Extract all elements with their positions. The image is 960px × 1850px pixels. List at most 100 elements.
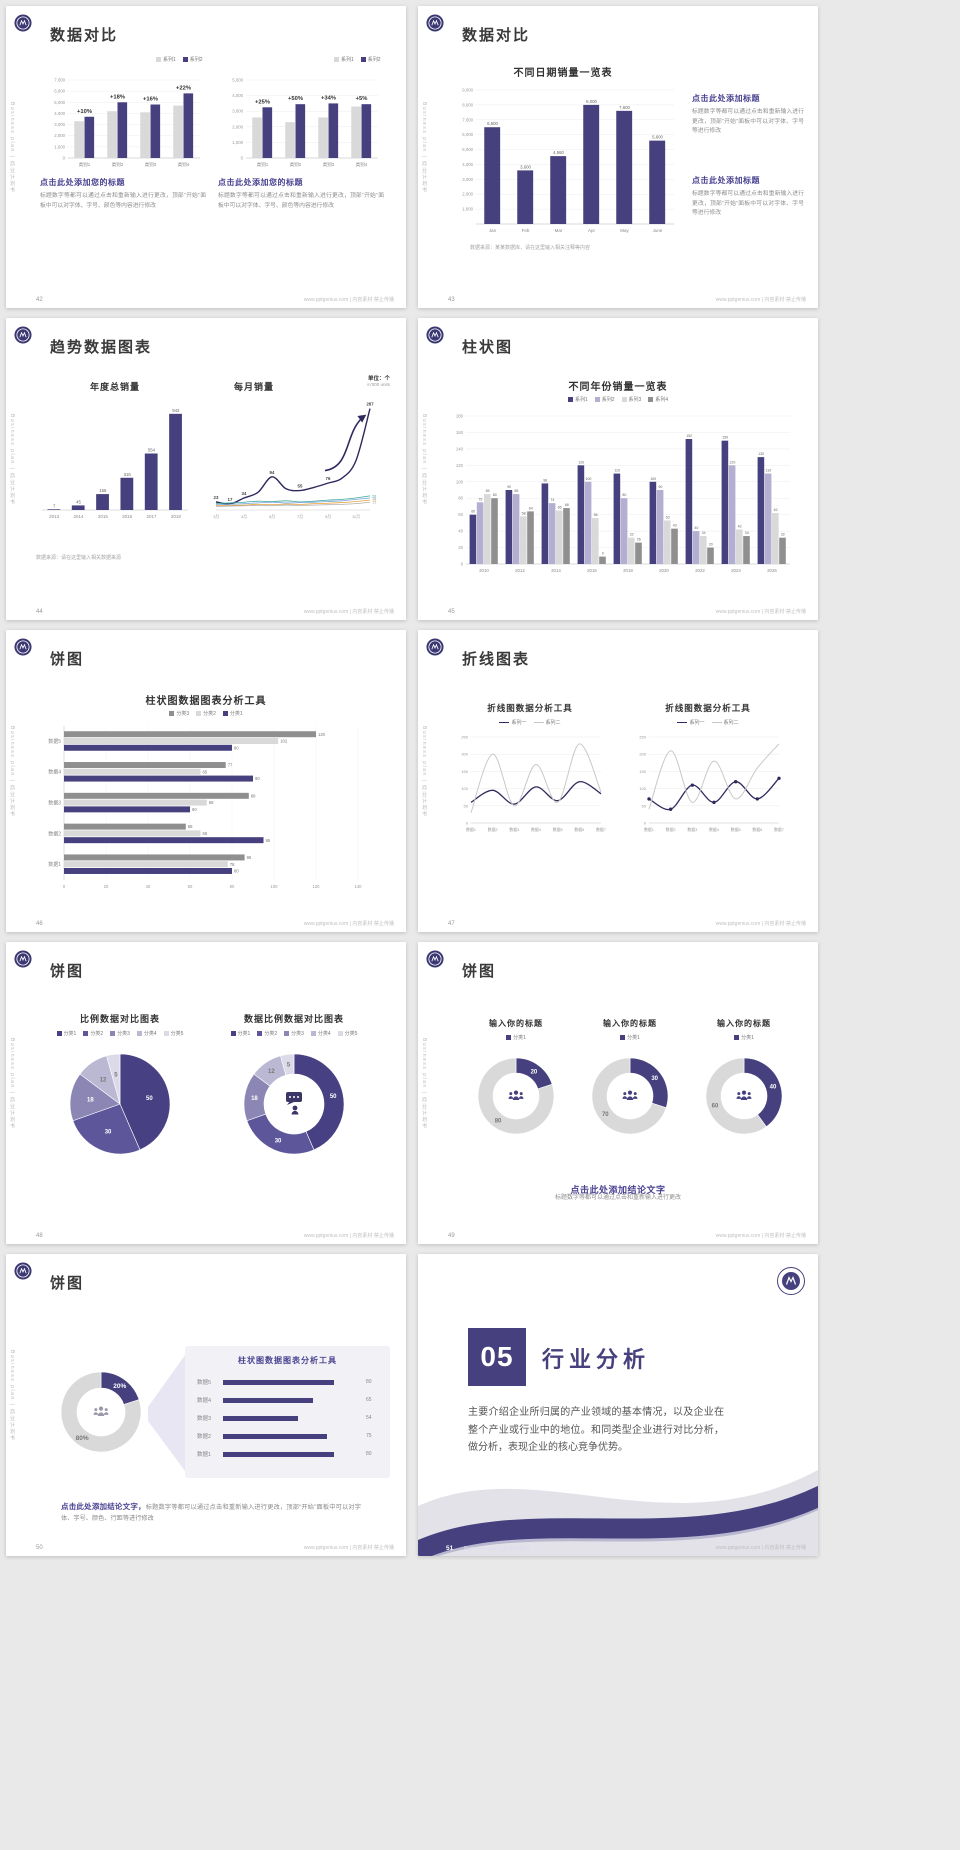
line-chart: 0 50 100 150 200 250 数据1 数据2 数据3 数据4 数据5 数据6 数据7 bbox=[448, 729, 612, 835]
slide-48[interactable]: Business plan | 商业计划书 饼图 比例数据对比图表 分类1 分类2… bbox=[6, 942, 406, 1244]
svg-text:2024: 2024 bbox=[731, 568, 741, 573]
page-number: 46 bbox=[36, 921, 43, 927]
slide-46[interactable]: Business plan | 商业计划书 饼图 柱状图数据图表分析工具 分类3… bbox=[6, 630, 406, 932]
svg-text:数据6: 数据6 bbox=[752, 827, 762, 832]
conclusion-heading: 点击此处添加结论文字 bbox=[570, 1185, 666, 1195]
svg-text:数据3: 数据3 bbox=[509, 827, 519, 832]
brand-logo-icon bbox=[14, 14, 32, 32]
svg-text:100: 100 bbox=[639, 786, 646, 791]
brand-logo-icon bbox=[426, 326, 444, 344]
footer-watermark: www.pptgenius.com | 内容素材·禁止传播 bbox=[303, 609, 394, 615]
slide-42[interactable]: Business plan | 商业计划书 数据对比 系列1 系列2 0 1,000… bbox=[6, 6, 406, 308]
svg-text:34: 34 bbox=[242, 491, 247, 496]
svg-text:98: 98 bbox=[543, 478, 547, 482]
svg-text:42: 42 bbox=[738, 524, 742, 528]
svg-text:5,000: 5,000 bbox=[54, 100, 65, 105]
brand-vertical-text: Business plan | 商业计划书 bbox=[421, 1038, 427, 1130]
svg-text:20: 20 bbox=[531, 1069, 538, 1075]
chart-title: 比例数据对比图表 bbox=[79, 1014, 160, 1024]
chart-block: 系列1 系列2 0 1,000 2,000 3,000 4,000 5,000 6,000 7,… bbox=[40, 56, 206, 211]
svg-text:Jan: Jan bbox=[489, 228, 497, 233]
block-heading: 输入你的标题 bbox=[717, 1019, 771, 1028]
svg-text:50: 50 bbox=[642, 803, 647, 808]
brand-logo-icon bbox=[14, 950, 32, 968]
svg-text:4,000: 4,000 bbox=[232, 93, 243, 98]
chart-legend: 分类1 分类2 分类3 分类4 分类5 bbox=[208, 1030, 380, 1040]
svg-text:18: 18 bbox=[251, 1096, 258, 1102]
brand-vertical-text: Business plan | 商业计划书 bbox=[9, 1038, 15, 1130]
svg-text:6,000: 6,000 bbox=[54, 89, 65, 94]
svg-text:+5%: +5% bbox=[356, 96, 368, 102]
slide-51[interactable]: 05 行业分析 主要介绍企业所归属的产业领域的基本情况，以及企业在整个产业或行业… bbox=[418, 1254, 818, 1556]
slide-47[interactable]: Business plan | 商业计划书 折线图表 折线图数据分析工具 系列一… bbox=[418, 630, 818, 932]
svg-text:+22%: +22% bbox=[176, 85, 191, 91]
unit-label: 单位：个 in'000 units bbox=[367, 376, 390, 387]
svg-text:20: 20 bbox=[104, 884, 109, 889]
svg-text:8,000: 8,000 bbox=[586, 99, 597, 104]
svg-text:13: 13 bbox=[372, 501, 376, 505]
svg-text:156: 156 bbox=[99, 488, 107, 493]
svg-text:2010: 2010 bbox=[479, 568, 489, 573]
slide-title: 饼图 bbox=[50, 963, 85, 980]
svg-text:40: 40 bbox=[770, 1085, 777, 1091]
grouped-bar-chart: 0 20 40 60 80 100 120 140 160 180 60 75 85 80 2010 90 85… bbox=[440, 408, 794, 576]
slide-43[interactable]: Business plan | 商业计划书 数据对比 不同日期销量一览表 1,0… bbox=[418, 6, 818, 308]
svg-text:80: 80 bbox=[458, 496, 463, 501]
svg-text:80: 80 bbox=[495, 1119, 502, 1125]
svg-text:88: 88 bbox=[251, 793, 256, 798]
page-number: 48 bbox=[36, 1233, 43, 1239]
svg-text:20%: 20% bbox=[113, 1383, 126, 1390]
brand-logo-icon bbox=[426, 638, 444, 656]
svg-text:60: 60 bbox=[192, 807, 197, 812]
svg-text:12: 12 bbox=[268, 1069, 275, 1075]
footer-watermark: www.pptgenius.com | 内容素材·禁止传播 bbox=[303, 921, 394, 927]
line-chart: 0 50 100 150 200 250 数据1 数据2 数据3 数据4 数据5 数据6 数据7 bbox=[626, 729, 790, 835]
svg-text:1,000: 1,000 bbox=[462, 207, 473, 212]
svg-text:76: 76 bbox=[326, 476, 331, 481]
brand-vertical-text: Business plan | 商业计划书 bbox=[421, 414, 427, 506]
svg-text:2014: 2014 bbox=[73, 514, 84, 519]
svg-text:数据2: 数据2 bbox=[48, 830, 61, 837]
svg-text:数据5: 数据5 bbox=[731, 827, 741, 832]
svg-text:30: 30 bbox=[275, 1139, 282, 1145]
svg-text:250: 250 bbox=[461, 735, 468, 740]
brand-vertical-text: Business plan | 商业计划书 bbox=[421, 102, 427, 194]
svg-text:类别2: 类别2 bbox=[290, 161, 302, 168]
svg-text:类别4: 类别4 bbox=[356, 161, 368, 168]
slide-title: 饼图 bbox=[50, 1275, 85, 1292]
svg-text:1月: 1月 bbox=[213, 514, 219, 519]
donut-chart: 20% 80% bbox=[53, 1364, 149, 1460]
svg-text:数据4: 数据4 bbox=[709, 827, 720, 832]
slide-45[interactable]: Business plan | 商业计划书 柱状图 不同年份销量一览表 系列1 系… bbox=[418, 318, 818, 620]
svg-text:90: 90 bbox=[255, 776, 260, 781]
svg-text:5月: 5月 bbox=[269, 514, 275, 519]
chart-title: 年度总销量 bbox=[89, 382, 140, 392]
svg-text:80: 80 bbox=[493, 493, 497, 497]
line-chart: 1月 3月 5月 7月 9月 11月 23 17 34 94 55 76 287 20 18 16 13 bbox=[210, 396, 386, 522]
svg-text:150: 150 bbox=[722, 436, 728, 440]
donut-block: 输入你的标题 分类1 40 60 bbox=[684, 1018, 804, 1142]
svg-text:200: 200 bbox=[461, 752, 468, 757]
chart-title: 折线图数据分析工具 bbox=[665, 703, 751, 713]
slide-title: 饼图 bbox=[462, 963, 497, 980]
svg-text:类别2: 类别2 bbox=[112, 161, 124, 168]
slide-50[interactable]: Business plan | 商业计划书 饼图 20% 80% 柱状图数据图表分… bbox=[6, 1254, 406, 1556]
svg-text:0: 0 bbox=[466, 821, 469, 826]
svg-text:80%: 80% bbox=[76, 1435, 89, 1442]
svg-text:Apr: Apr bbox=[588, 228, 596, 233]
svg-text:7月: 7月 bbox=[297, 514, 303, 519]
svg-text:3月: 3月 bbox=[241, 514, 247, 519]
svg-text:2015: 2015 bbox=[98, 514, 109, 519]
svg-text:78: 78 bbox=[230, 862, 235, 867]
block-heading: 点击此处添加您的标题 bbox=[218, 178, 303, 187]
svg-text:数据2: 数据2 bbox=[666, 827, 676, 832]
svg-text:1,000: 1,000 bbox=[232, 140, 243, 145]
slide-49[interactable]: Business plan | 商业计划书 饼图 输入你的标题 分类1 20 80… bbox=[418, 942, 818, 1244]
slide-44[interactable]: Business plan | 商业计划书 趋势数据图表 年度总销量 7 2013… bbox=[6, 318, 406, 620]
svg-text:2018: 2018 bbox=[623, 568, 633, 573]
svg-text:2016: 2016 bbox=[587, 568, 597, 573]
chart-legend: 系列1 系列2 bbox=[40, 56, 206, 66]
svg-text:2016: 2016 bbox=[122, 514, 133, 519]
svg-text:12: 12 bbox=[100, 1077, 107, 1083]
svg-text:68: 68 bbox=[565, 503, 569, 507]
